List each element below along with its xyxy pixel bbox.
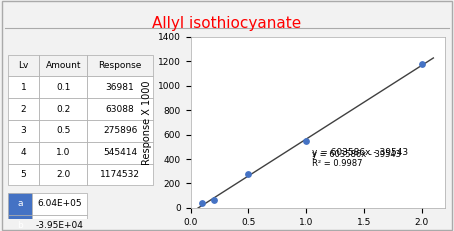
FancyBboxPatch shape [8, 164, 39, 185]
FancyBboxPatch shape [8, 55, 39, 76]
FancyBboxPatch shape [39, 98, 87, 120]
FancyBboxPatch shape [39, 76, 87, 98]
FancyBboxPatch shape [87, 98, 153, 120]
Text: y = 603586x - 39543: y = 603586x - 39543 [312, 150, 401, 159]
FancyBboxPatch shape [8, 193, 32, 215]
FancyBboxPatch shape [87, 142, 153, 164]
Text: 4: 4 [21, 148, 26, 157]
Point [198, 201, 206, 205]
Text: Response: Response [99, 61, 142, 70]
Text: 1.0: 1.0 [56, 148, 70, 157]
FancyBboxPatch shape [8, 215, 32, 231]
Point [418, 63, 425, 66]
Text: 2.0: 2.0 [56, 170, 70, 179]
Text: 1174532: 1174532 [100, 170, 140, 179]
Text: y = 603586x - 39543: y = 603586x - 39543 [312, 149, 408, 158]
Text: b: b [17, 221, 23, 230]
Text: -3.95E+04: -3.95E+04 [36, 221, 84, 230]
FancyBboxPatch shape [39, 120, 87, 142]
Text: 275896: 275896 [103, 126, 137, 135]
Y-axis label: Response X 1000: Response X 1000 [143, 80, 153, 165]
Text: 0.2: 0.2 [56, 105, 70, 114]
FancyBboxPatch shape [8, 76, 39, 98]
Text: 1: 1 [20, 83, 26, 92]
FancyBboxPatch shape [39, 142, 87, 164]
Text: Allyl isothiocyanate: Allyl isothiocyanate [153, 16, 301, 31]
FancyBboxPatch shape [39, 164, 87, 185]
Text: 6.04E+05: 6.04E+05 [37, 199, 82, 208]
Point [245, 172, 252, 176]
Text: R² = 0.9987: R² = 0.9987 [312, 159, 363, 168]
FancyBboxPatch shape [8, 120, 39, 142]
FancyBboxPatch shape [32, 193, 87, 215]
FancyBboxPatch shape [32, 215, 87, 231]
Text: 0.1: 0.1 [56, 83, 70, 92]
FancyBboxPatch shape [87, 55, 153, 76]
Text: 63088: 63088 [106, 105, 134, 114]
Text: 5: 5 [20, 170, 26, 179]
Point [210, 198, 217, 202]
Text: Amount: Amount [45, 61, 81, 70]
FancyBboxPatch shape [8, 142, 39, 164]
Text: 0.5: 0.5 [56, 126, 70, 135]
Text: 36981: 36981 [106, 83, 134, 92]
Text: 545414: 545414 [103, 148, 137, 157]
FancyBboxPatch shape [87, 120, 153, 142]
FancyBboxPatch shape [39, 55, 87, 76]
Text: a: a [17, 199, 23, 208]
Text: 2: 2 [21, 105, 26, 114]
FancyBboxPatch shape [87, 76, 153, 98]
Text: Lv: Lv [18, 61, 29, 70]
Point [303, 140, 310, 143]
Text: 3: 3 [20, 126, 26, 135]
FancyBboxPatch shape [87, 164, 153, 185]
FancyBboxPatch shape [8, 98, 39, 120]
